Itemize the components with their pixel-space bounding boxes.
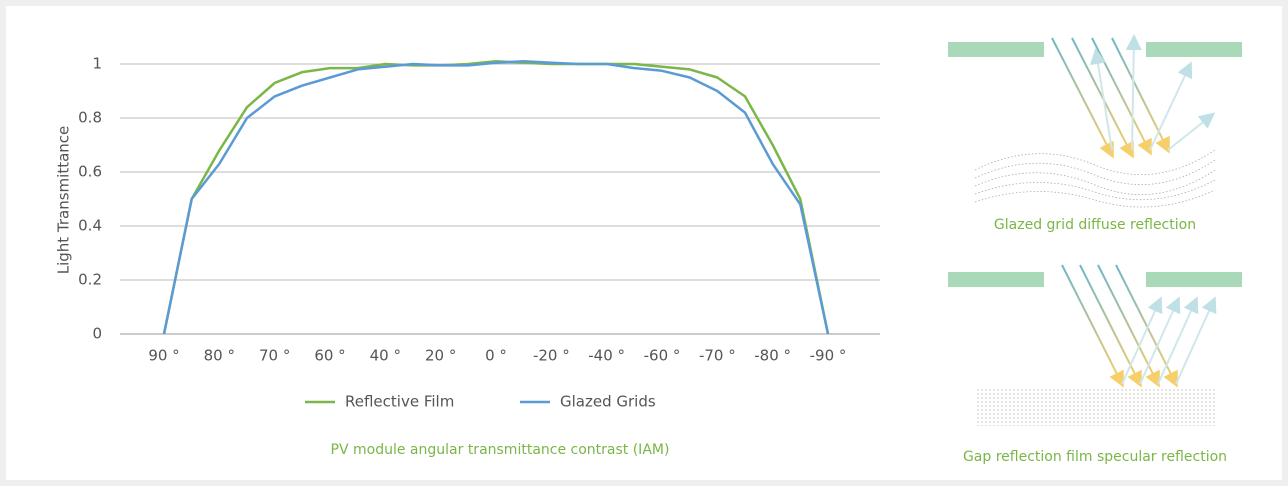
x-tick-label: 40 ° [370,347,401,365]
x-tick-label: 60 ° [314,347,345,365]
x-tick-label: 20 ° [425,347,456,365]
y-tick-label: 0.4 [78,217,102,235]
x-tick-label: 80 ° [204,347,235,365]
x-tick-label: 90 ° [148,347,179,365]
x-tick-label: -80 ° [754,347,791,365]
legend-label: Glazed Grids [560,393,656,411]
x-tick-label: -60 ° [644,347,681,365]
y-axis-label: Light Transmittance [55,126,73,275]
x-tick-label: 70 ° [259,347,290,365]
diagram-caption: Gap reflection film specular reflection [963,449,1227,465]
y-tick-label: 0.2 [78,271,102,289]
page: Light Transmittance PV module angular tr… [0,0,1288,486]
y-tick-label: 0.8 [78,109,102,127]
x-tick-label: -70 ° [699,347,736,365]
y-tick-label: 0.6 [78,163,102,181]
x-tick-label: 0 ° [485,347,507,365]
diagram-caption: Glazed grid diffuse reflection [994,217,1196,233]
legend-label: Reflective Film [345,393,454,411]
y-tick-label: 0 [92,325,102,343]
chart-caption: PV module angular transmittance contrast… [331,442,670,458]
x-tick-label: -40 ° [588,347,625,365]
x-tick-label: -20 ° [533,347,570,365]
chart: Light Transmittance PV module angular tr… [0,0,1288,486]
x-tick-label: -90 ° [810,347,847,365]
y-tick-label: 1 [92,55,102,73]
